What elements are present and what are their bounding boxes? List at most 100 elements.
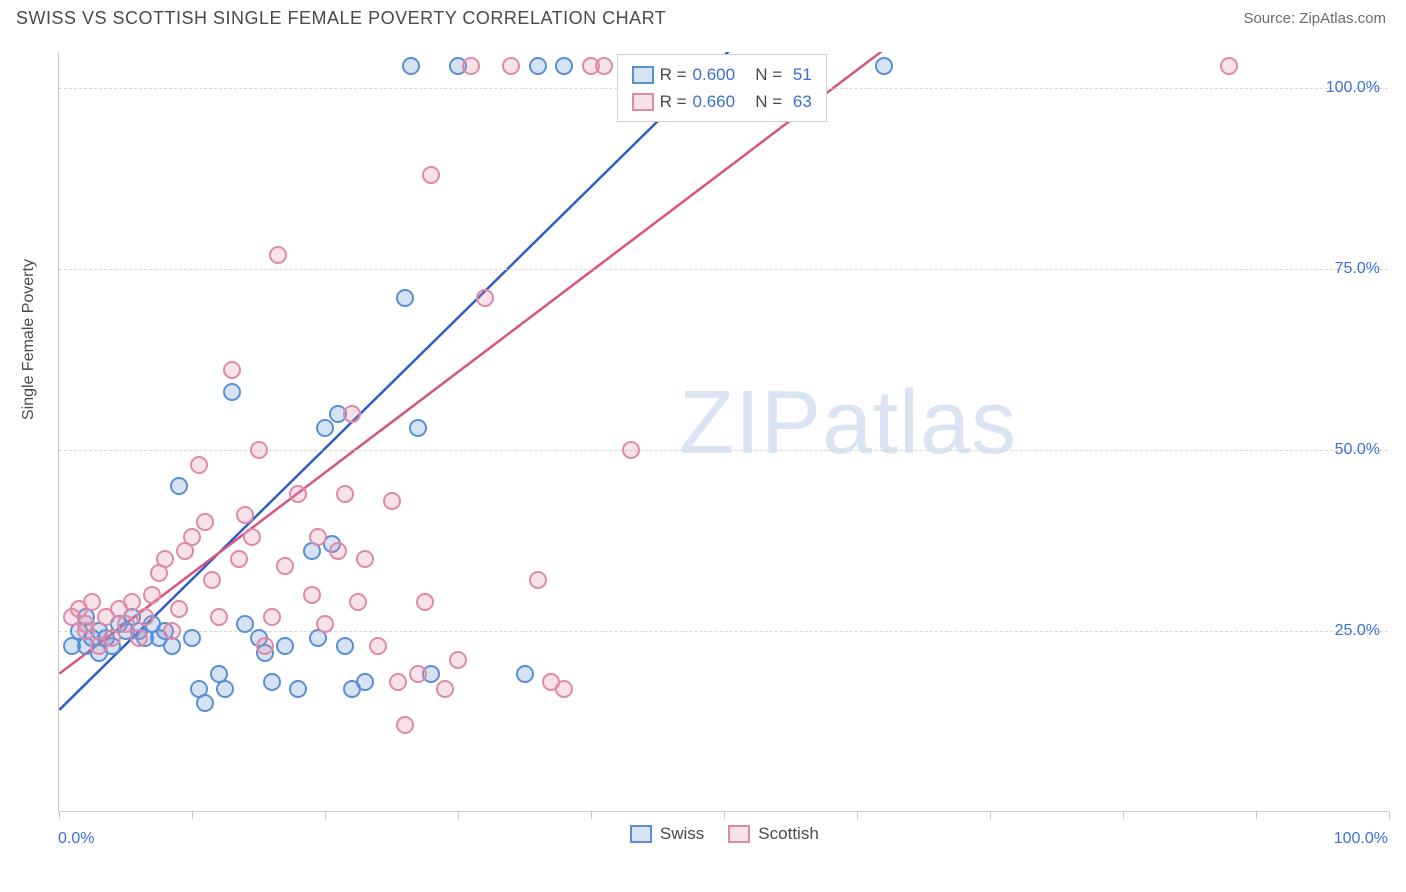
scatter-point — [183, 629, 201, 647]
scatter-point — [316, 615, 334, 633]
legend-n-label: N = — [741, 88, 787, 115]
scatter-point — [190, 456, 208, 474]
x-tick-label-right: 100.0% — [1334, 830, 1388, 848]
scatter-point — [196, 694, 214, 712]
scatter-point — [303, 586, 321, 604]
legend-row: R = 0.600 N = 51 — [632, 61, 812, 88]
y-gridline — [59, 269, 1388, 270]
legend-swatch — [630, 825, 652, 843]
scatter-point — [216, 680, 234, 698]
scatter-point — [409, 419, 427, 437]
scatter-point — [402, 57, 420, 75]
scatter-point — [416, 593, 434, 611]
scatter-point — [263, 608, 281, 626]
scatter-point — [276, 557, 294, 575]
scatter-point — [396, 716, 414, 734]
scatter-point — [336, 485, 354, 503]
scatter-point — [462, 57, 480, 75]
scatter-point — [243, 528, 261, 546]
scatter-point — [449, 651, 467, 669]
trend-line — [59, 52, 750, 710]
scatter-point — [123, 593, 141, 611]
legend-n-value: 51 — [793, 61, 812, 88]
scatter-point — [336, 637, 354, 655]
scatter-point — [1220, 57, 1238, 75]
correlation-legend: R = 0.600 N = 51 R = 0.660 N = 63 — [617, 54, 827, 122]
scatter-point — [409, 665, 427, 683]
scatter-point — [156, 550, 174, 568]
chart-title: SWISS VS SCOTTISH SINGLE FEMALE POVERTY … — [16, 8, 666, 29]
scatter-point — [349, 593, 367, 611]
scatter-point — [103, 629, 121, 647]
scatter-point — [389, 673, 407, 691]
scatter-point — [555, 57, 573, 75]
scatter-point — [436, 680, 454, 698]
x-tick — [724, 811, 725, 819]
series-legend-label: Scottish — [758, 824, 818, 844]
x-tick-label-left: 0.0% — [58, 830, 94, 848]
x-tick — [1389, 811, 1390, 819]
scatter-point — [309, 528, 327, 546]
scatter-point — [516, 665, 534, 683]
series-legend-item: Scottish — [728, 824, 818, 844]
scatter-point — [356, 673, 374, 691]
scatter-point — [875, 57, 893, 75]
y-tick-label: 100.0% — [1326, 79, 1380, 97]
x-tick — [857, 811, 858, 819]
legend-swatch — [728, 825, 750, 843]
legend-n-value: 63 — [793, 88, 812, 115]
scatter-point — [256, 637, 274, 655]
scatter-point — [529, 571, 547, 589]
legend-swatch — [632, 93, 654, 111]
scatter-point — [269, 246, 287, 264]
y-axis-label: Single Female Poverty — [20, 259, 38, 420]
series-legend-label: Swiss — [660, 824, 704, 844]
scatter-point — [555, 680, 573, 698]
y-tick-label: 25.0% — [1335, 622, 1380, 640]
trend-line — [59, 52, 909, 674]
x-tick — [990, 811, 991, 819]
x-tick — [325, 811, 326, 819]
scatter-point — [163, 622, 181, 640]
scatter-point — [230, 550, 248, 568]
scatter-point — [136, 608, 154, 626]
scatter-point — [276, 637, 294, 655]
scatter-point — [263, 673, 281, 691]
scatter-point — [383, 492, 401, 510]
x-tick — [192, 811, 193, 819]
scatter-point — [83, 593, 101, 611]
scatter-point — [329, 542, 347, 560]
scatter-point — [343, 405, 361, 423]
scatter-point — [595, 57, 613, 75]
legend-r-value: 0.600 — [693, 61, 736, 88]
x-tick — [591, 811, 592, 819]
x-tick — [1123, 811, 1124, 819]
scatter-point — [529, 57, 547, 75]
scatter-point — [502, 57, 520, 75]
scatter-point — [236, 506, 254, 524]
x-tick — [458, 811, 459, 819]
scatter-point — [130, 629, 148, 647]
legend-r-label: R = — [660, 61, 687, 88]
scatter-point — [356, 550, 374, 568]
series-legend: Swiss Scottish — [630, 824, 819, 844]
scatter-point — [223, 383, 241, 401]
scatter-point — [622, 441, 640, 459]
y-tick-label: 50.0% — [1335, 441, 1380, 459]
chart-header: SWISS VS SCOTTISH SINGLE FEMALE POVERTY … — [0, 0, 1406, 37]
legend-row: R = 0.660 N = 63 — [632, 88, 812, 115]
scatter-point — [210, 608, 228, 626]
legend-r-label: R = — [660, 88, 687, 115]
legend-r-value: 0.660 — [693, 88, 736, 115]
scatter-point — [117, 615, 135, 633]
scatter-point — [143, 586, 161, 604]
scatter-point — [316, 419, 334, 437]
watermark: ZIPatlas — [679, 372, 1017, 475]
scatter-point — [196, 513, 214, 531]
scatter-point — [223, 361, 241, 379]
scatter-point — [170, 600, 188, 618]
scatter-point — [170, 477, 188, 495]
scatter-point — [369, 637, 387, 655]
scatter-point — [476, 289, 494, 307]
scatter-point — [183, 528, 201, 546]
